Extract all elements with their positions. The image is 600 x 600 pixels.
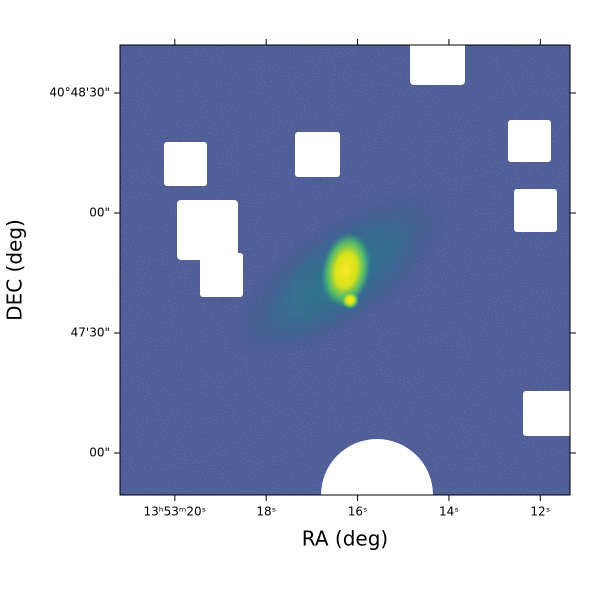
mask <box>200 253 243 297</box>
x-tick-label: 12ˢ <box>530 505 550 519</box>
y-tick-label: 40°48'30" <box>49 86 110 100</box>
image <box>120 45 570 495</box>
x-tick-label: 13ʰ53ᵐ20ˢ <box>144 505 207 519</box>
mask <box>295 132 340 177</box>
mask <box>523 391 570 436</box>
x-axis-label: RA (deg) <box>302 527 388 551</box>
y-tick-label: 00" <box>89 206 110 220</box>
mask <box>321 439 433 495</box>
mask <box>164 142 207 186</box>
y-tick-label: 00" <box>89 446 110 460</box>
masks <box>164 45 570 495</box>
y-axis-label: DEC (deg) <box>3 219 27 321</box>
mask <box>410 45 465 85</box>
x-tick-label: 18ˢ <box>256 505 276 519</box>
mask <box>177 200 238 260</box>
x-tick-label: 16ˢ <box>348 505 368 519</box>
mask <box>514 189 557 232</box>
mask <box>508 120 551 162</box>
galaxy-knot <box>341 291 359 309</box>
x-tick-label: 14ˢ <box>439 505 459 519</box>
frame <box>119 44 571 496</box>
y-tick-label: 47'30" <box>71 326 110 340</box>
galaxy-core <box>321 232 371 308</box>
